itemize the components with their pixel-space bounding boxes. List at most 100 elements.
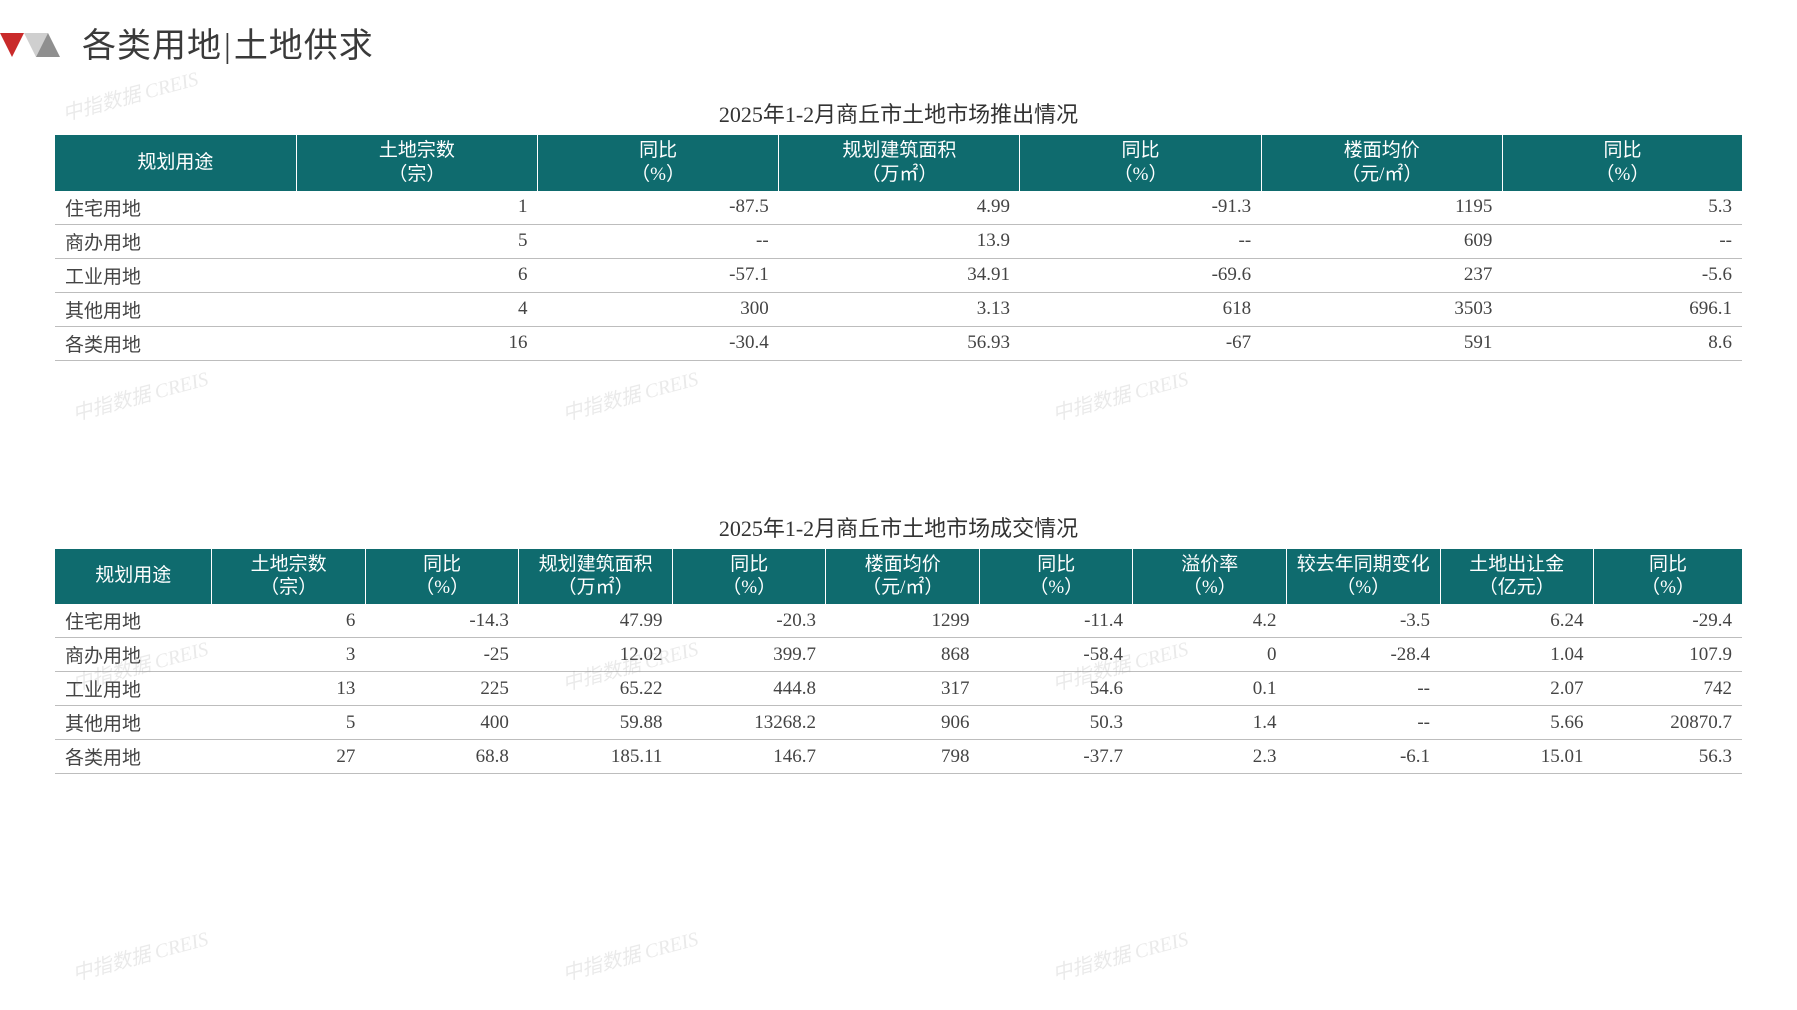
table2-cell: -3.5 (1287, 604, 1441, 638)
table2-col-header-line2: （%） (1600, 576, 1736, 600)
table1-cell: 1195 (1261, 191, 1502, 225)
table2-col-header-line2: （宗） (218, 576, 359, 600)
table1-col-header-line2: （宗） (303, 163, 531, 187)
watermark-text: 中指数据 CREIS (559, 922, 701, 986)
table1-cell: 1 (296, 191, 537, 225)
table1-cell: -69.6 (1020, 258, 1261, 292)
table1-cell: 609 (1261, 224, 1502, 258)
table2-head: 规划用途土地宗数（宗）同比（%）规划建筑面积（万㎡）同比（%）楼面均价（元/㎡）… (55, 549, 1742, 605)
table2-cell: 6.24 (1440, 604, 1594, 638)
table1-cell: 56.93 (779, 326, 1020, 360)
table2-col-header-line1: 规划用途 (61, 564, 205, 588)
section-table2: 2025年1-2月商丘市土地市场成交情况 规划用途土地宗数（宗）同比（%）规划建… (55, 511, 1742, 775)
table1-cell: 5.3 (1502, 191, 1742, 225)
table2-body: 住宅用地6-14.347.99-20.31299-11.44.2-3.56.24… (55, 604, 1742, 774)
table1-col-header-line1: 规划用途 (61, 151, 290, 175)
table1-cell: -91.3 (1020, 191, 1261, 225)
watermark-text: 中指数据 CREIS (1049, 362, 1191, 426)
table2-cell: 6 (212, 604, 366, 638)
table2-cell: 50.3 (979, 706, 1133, 740)
table2-col-header-line1: 同比 (986, 553, 1127, 577)
table-row: 工业用地1322565.22444.831754.60.1--2.07742 (55, 672, 1742, 706)
table2-col-header-line1: 同比 (679, 553, 820, 577)
table2-cell: -58.4 (979, 638, 1133, 672)
table2-cell: 3 (212, 638, 366, 672)
table2-row-label: 其他用地 (55, 706, 212, 740)
table2-col-header-line1: 溢价率 (1139, 553, 1280, 577)
table2-cell: -6.1 (1287, 740, 1441, 774)
section-table1: 2025年1-2月商丘市土地市场推出情况 规划用途土地宗数（宗）同比（%）规划建… (55, 97, 1742, 361)
table1-cell: 8.6 (1502, 326, 1742, 360)
watermark-text: 中指数据 CREIS (69, 922, 211, 986)
table2-col-header-line1: 规划建筑面积 (525, 553, 666, 577)
watermark-text: 中指数据 CREIS (1049, 922, 1191, 986)
table1-col-header-line2: （%） (1509, 163, 1736, 187)
table2-row-label: 工业用地 (55, 672, 212, 706)
table2-col-header: 较去年同期变化（%） (1287, 549, 1441, 605)
table2-cell: 15.01 (1440, 740, 1594, 774)
table2-col-header-line1: 土地出让金 (1447, 553, 1588, 577)
table1-cell: 6 (296, 258, 537, 292)
table1-cell: 3.13 (779, 292, 1020, 326)
table2: 规划用途土地宗数（宗）同比（%）规划建筑面积（万㎡）同比（%）楼面均价（元/㎡）… (55, 549, 1742, 775)
table2-cell: 399.7 (672, 638, 826, 672)
table-row: 住宅用地6-14.347.99-20.31299-11.44.2-3.56.24… (55, 604, 1742, 638)
table2-col-header-line1: 土地宗数 (218, 553, 359, 577)
table2-cell: 185.11 (519, 740, 673, 774)
table2-col-header: 溢价率（%） (1133, 549, 1287, 605)
table2-cell: 0.1 (1133, 672, 1287, 706)
table-row: 商办用地5--13.9--609-- (55, 224, 1742, 258)
table2-cell: 27 (212, 740, 366, 774)
table1-cell: 237 (1261, 258, 1502, 292)
table1-cell: 13.9 (779, 224, 1020, 258)
watermark-text: 中指数据 CREIS (559, 362, 701, 426)
table-row: 各类用地16-30.456.93-675918.6 (55, 326, 1742, 360)
table2-cell: -37.7 (979, 740, 1133, 774)
table1-col-header-line2: （元/㎡） (1268, 163, 1496, 187)
table1-cell: 3503 (1261, 292, 1502, 326)
table2-col-header-line1: 较去年同期变化 (1293, 553, 1434, 577)
table2-caption: 2025年1-2月商丘市土地市场成交情况 (55, 511, 1742, 543)
table2-cell: 444.8 (672, 672, 826, 706)
watermark-text: 中指数据 CREIS (69, 362, 211, 426)
table1-col-header: 同比（%） (1502, 135, 1742, 191)
table2-col-header-line1: 同比 (1600, 553, 1736, 577)
table1-cell: -- (1020, 224, 1261, 258)
table1-col-header-line1: 同比 (1509, 139, 1736, 163)
table1-cell: 618 (1020, 292, 1261, 326)
table2-col-header-line2: （%） (1139, 576, 1280, 600)
table2-col-header: 规划用途 (55, 549, 212, 605)
table1-col-header: 楼面均价（元/㎡） (1261, 135, 1502, 191)
table2-col-header: 规划建筑面积（万㎡） (519, 549, 673, 605)
table1-col-header-line1: 同比 (1026, 139, 1254, 163)
table2-cell: 59.88 (519, 706, 673, 740)
table2-cell: 317 (826, 672, 980, 706)
table2-cell: 906 (826, 706, 980, 740)
table1-cell: 4.99 (779, 191, 1020, 225)
table2-cell: 68.8 (365, 740, 519, 774)
table1-col-header-line1: 同比 (544, 139, 772, 163)
table2-col-header: 楼面均价（元/㎡） (826, 549, 980, 605)
table2-row-label: 住宅用地 (55, 604, 212, 638)
table2-cell: 868 (826, 638, 980, 672)
table1-col-header-line2: （%） (1026, 163, 1254, 187)
table2-cell: 4.2 (1133, 604, 1287, 638)
table2-col-header: 土地出让金（亿元） (1440, 549, 1594, 605)
table2-col-header: 同比（%） (1594, 549, 1742, 605)
title-separator: | (224, 28, 232, 65)
table1-cell: -57.1 (537, 258, 778, 292)
table1-row-label: 其他用地 (55, 292, 296, 326)
table2-col-header: 土地宗数（宗） (212, 549, 366, 605)
table1: 规划用途土地宗数（宗）同比（%）规划建筑面积（万㎡）同比（%）楼面均价（元/㎡）… (55, 135, 1742, 361)
table2-col-header-line2: （%） (1293, 576, 1434, 600)
table2-cell: 400 (365, 706, 519, 740)
table2-cell: -- (1287, 672, 1441, 706)
table2-cell: 742 (1594, 672, 1742, 706)
table1-cell: 696.1 (1502, 292, 1742, 326)
table2-cell: 13268.2 (672, 706, 826, 740)
table2-col-header-line1: 楼面均价 (832, 553, 973, 577)
table2-col-header: 同比（%） (979, 549, 1133, 605)
table1-col-header: 规划建筑面积（万㎡） (779, 135, 1020, 191)
table1-cell: -87.5 (537, 191, 778, 225)
table2-cell: 1299 (826, 604, 980, 638)
